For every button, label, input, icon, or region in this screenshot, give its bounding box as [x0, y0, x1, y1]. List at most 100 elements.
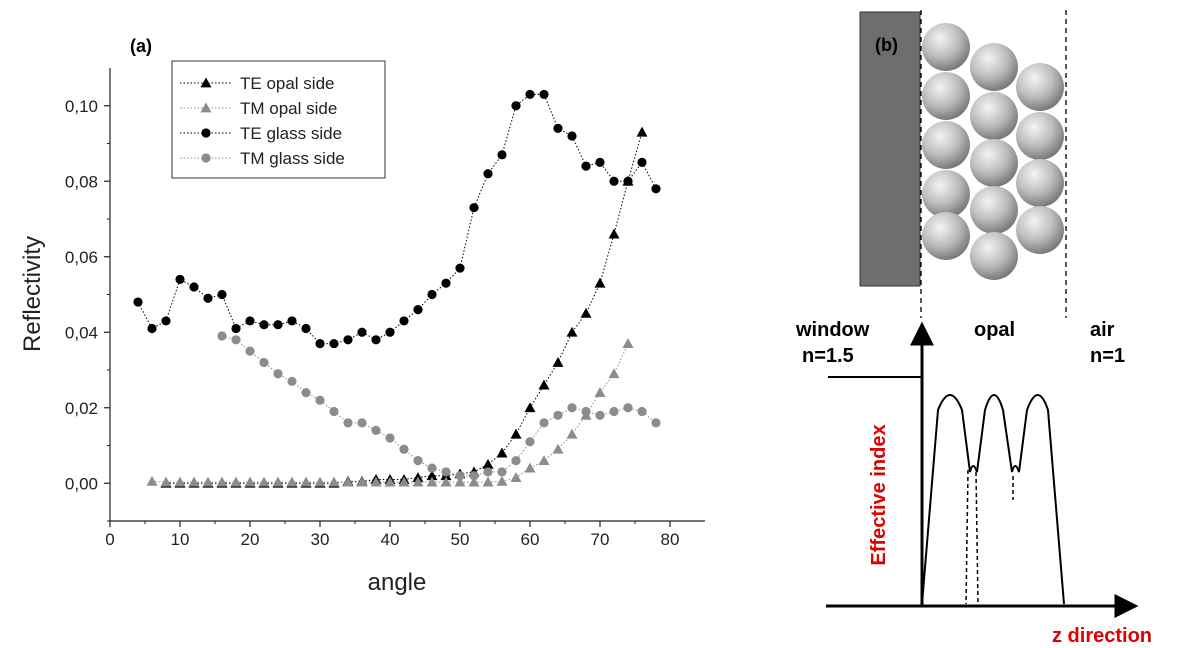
data-point [174, 476, 186, 487]
data-point [146, 475, 158, 486]
x-tick-label: 30 [311, 530, 330, 549]
data-point [384, 476, 396, 487]
data-point [468, 476, 480, 487]
data-point [637, 157, 647, 167]
legend-marker [200, 77, 212, 88]
data-point [230, 476, 242, 487]
series-line [221, 335, 657, 477]
data-point [342, 476, 354, 487]
data-point [651, 184, 661, 194]
x-tick-label: 40 [381, 530, 400, 549]
data-point [594, 277, 606, 288]
data-point [189, 282, 199, 292]
data-point [566, 326, 578, 337]
opal-spheres [922, 23, 1064, 280]
data-point [426, 470, 438, 481]
legend-marker [201, 128, 211, 138]
data-point [511, 456, 521, 466]
opal-sphere [970, 92, 1018, 140]
data-point [371, 425, 381, 435]
series-1 [146, 338, 634, 487]
data-point [524, 462, 536, 473]
opal-sphere [922, 72, 970, 120]
data-point [623, 403, 633, 413]
x-tick-label: 0 [105, 530, 114, 549]
series-3 [217, 331, 661, 481]
data-point [567, 403, 577, 413]
data-point [413, 305, 423, 315]
data-point [594, 387, 606, 398]
opal-sphere [1016, 206, 1064, 254]
opal-sphere [1016, 63, 1064, 111]
data-point [482, 458, 494, 469]
data-point [160, 476, 172, 487]
data-point [595, 410, 605, 420]
panel-label-b: (b) [875, 35, 898, 55]
y-tick-label: 0,00 [65, 474, 98, 493]
data-point [426, 476, 438, 487]
legend-label: TE opal side [240, 74, 335, 93]
data-point [469, 203, 479, 213]
z-direction-label: z direction [1052, 625, 1152, 647]
data-point [483, 467, 493, 477]
data-point [608, 368, 620, 379]
data-point [412, 476, 424, 487]
data-point [497, 467, 507, 477]
x-tick-label: 50 [451, 530, 470, 549]
data-point [539, 418, 549, 428]
data-point [161, 316, 171, 326]
x-tick-label: 60 [521, 530, 540, 549]
data-point [567, 131, 577, 141]
data-point [385, 327, 395, 337]
data-point [287, 316, 297, 326]
data-point [202, 476, 214, 487]
opal-sphere [922, 170, 970, 218]
opal-label: opal [974, 319, 1015, 341]
opal-sphere [970, 232, 1018, 280]
opal-sphere [1016, 159, 1064, 207]
y-tick-label: 0,04 [65, 323, 98, 342]
data-point [217, 289, 227, 300]
data-point [524, 402, 536, 413]
data-point [511, 101, 521, 111]
data-point [258, 476, 270, 487]
diagram-panel-b: (b) window [795, 10, 1152, 647]
data-point [566, 428, 578, 439]
data-point [441, 467, 451, 477]
legend-label: TM glass side [240, 149, 345, 168]
data-point [272, 476, 284, 487]
data-point [525, 437, 535, 447]
effective-index-profile [921, 394, 1065, 605]
data-point [482, 476, 494, 487]
series-2 [133, 89, 661, 349]
data-point [328, 476, 340, 487]
data-point [455, 471, 465, 481]
effective-index-label: Effective index [868, 424, 890, 565]
data-point [622, 338, 634, 348]
data-point [259, 357, 269, 368]
data-point [581, 406, 591, 417]
data-point [427, 289, 437, 300]
data-point [301, 388, 311, 398]
legend-items: TE opal side TM opal side TE glass side TM … [180, 74, 345, 168]
data-point [287, 376, 297, 386]
data-point [175, 274, 185, 284]
data-point [525, 89, 535, 100]
data-point [609, 406, 619, 417]
series-layer [133, 89, 661, 488]
data-point [245, 346, 255, 356]
data-point [636, 126, 648, 137]
window-label: window [795, 319, 870, 341]
data-point [637, 406, 647, 417]
data-point [399, 444, 409, 454]
data-point [370, 476, 382, 487]
data-point [231, 335, 241, 345]
y-axis-title: Reflectivity [19, 236, 46, 352]
data-point [356, 476, 368, 487]
data-point [231, 323, 241, 334]
data-point [454, 476, 466, 487]
window-index-label: n=1.5 [802, 345, 854, 367]
data-point [385, 433, 395, 443]
opal-sphere [970, 186, 1018, 234]
